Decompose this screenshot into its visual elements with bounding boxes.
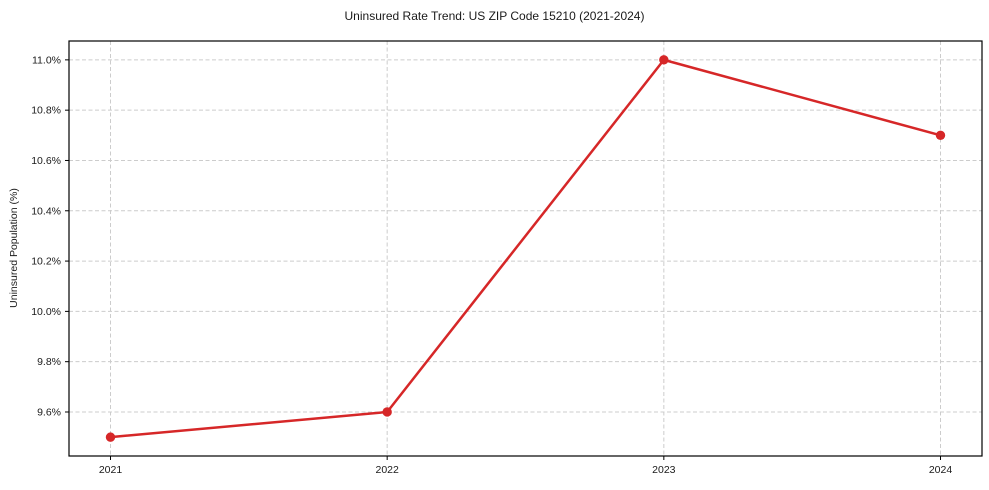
x-tick-label: 2021 (99, 464, 123, 476)
y-tick-label: 10.4% (31, 205, 61, 217)
y-tick-label: 9.8% (37, 356, 61, 368)
data-point (382, 407, 392, 417)
x-tick-label: 2022 (375, 464, 399, 476)
y-axis-label: Uninsured Population (%) (8, 188, 20, 308)
y-tick-label: 9.6% (37, 406, 61, 418)
y-tick-label: 11.0% (32, 54, 61, 66)
y-tick-label: 10.0% (31, 306, 61, 318)
chart-title: Uninsured Rate Trend: US ZIP Code 15210 … (344, 9, 645, 23)
data-point (935, 130, 946, 141)
x-tick-label: 2023 (652, 464, 676, 476)
plot-border (68, 40, 983, 457)
y-tick-label: 10.8% (31, 105, 61, 117)
y-tick-label: 10.6% (31, 155, 61, 167)
y-tick-label: 10.2% (31, 256, 61, 268)
data-point (659, 55, 669, 65)
x-tick-label: 2024 (929, 464, 953, 476)
data-point (105, 432, 116, 442)
data-line (109, 58, 942, 439)
